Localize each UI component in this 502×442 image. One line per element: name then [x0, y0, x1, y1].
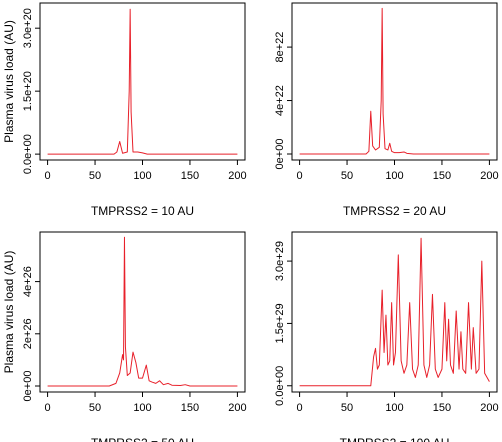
x-tick-label: 200	[480, 170, 498, 182]
y-tick-label: 8e+22	[274, 32, 286, 63]
x-tick-label: 100	[133, 170, 151, 182]
x-tick-label: 200	[228, 170, 246, 182]
y-tick-label: 4e+22	[274, 85, 286, 116]
y-tick-label: 0.0e+00	[274, 366, 286, 406]
x-axis-title: TMPRSS2 = 50 AU	[91, 436, 194, 442]
y-tick-label: 2e+26	[22, 318, 34, 349]
x-tick-label: 200	[480, 402, 498, 414]
y-tick-label: 1.5e+20	[22, 71, 34, 111]
x-tick-label: 200	[228, 402, 246, 414]
x-tick-label: 150	[433, 402, 451, 414]
x-axis-title: TMPRSS2 = 100 AU	[340, 436, 450, 442]
x-tick-label: 0	[297, 402, 303, 414]
x-tick-label: 0	[45, 170, 51, 182]
x-axis-title: TMPRSS2 = 10 AU	[91, 204, 194, 218]
y-tick-label: 0.0e+00	[22, 134, 34, 174]
x-tick-label: 50	[341, 402, 353, 414]
x-tick-label: 50	[89, 402, 101, 414]
data-line	[47, 236, 238, 387]
data-line	[299, 7, 490, 155]
y-tick-label: 1.5e+29	[274, 303, 286, 343]
x-tick-label: 150	[433, 170, 451, 182]
y-tick-label: 4e+26	[22, 266, 34, 297]
x-tick-label: 100	[133, 402, 151, 414]
x-tick-label: 50	[341, 170, 353, 182]
x-tick-label: 100	[385, 170, 403, 182]
x-tick-label: 0	[297, 170, 303, 182]
x-tick-label: 150	[181, 402, 199, 414]
plot-frame	[39, 2, 246, 161]
data-line	[47, 8, 238, 155]
y-axis-title: Plasma virus load (AU)	[2, 251, 16, 374]
y-tick-label: 0e+00	[22, 371, 34, 402]
data-line	[299, 237, 490, 387]
plot-frame	[291, 2, 498, 161]
x-tick-label: 50	[89, 170, 101, 182]
x-tick-label: 100	[385, 402, 403, 414]
x-axis-title: TMPRSS2 = 20 AU	[343, 204, 446, 218]
x-tick-label: 0	[45, 402, 51, 414]
y-tick-label: 3.0e+20	[22, 8, 34, 48]
y-axis-title: Plasma virus load (AU)	[2, 20, 16, 143]
x-tick-label: 150	[181, 170, 199, 182]
y-tick-label: 0e+00	[274, 139, 286, 170]
y-tick-label: 3.0e+29	[274, 241, 286, 281]
plot-frame	[39, 231, 246, 393]
